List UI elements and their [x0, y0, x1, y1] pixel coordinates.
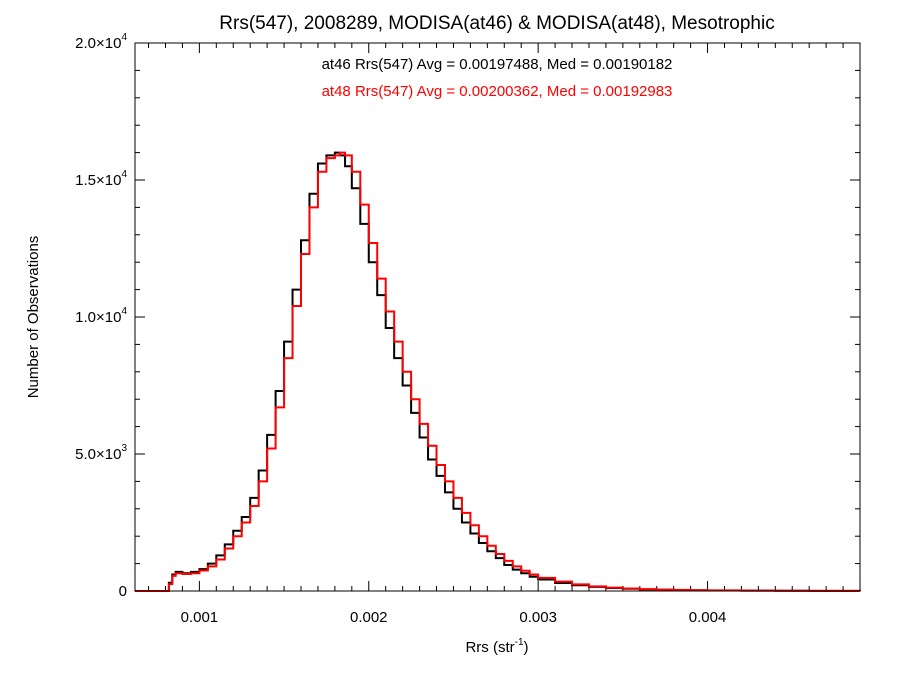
y-tick-label: 0 [119, 583, 127, 600]
series-at48-line [135, 151, 861, 592]
chart-title: Rrs(547), 2008289, MODISA(at46) & MODISA… [219, 13, 774, 34]
y-axis: 0 5.0×103 1.0×104 1.5×104 2.0×104 [75, 32, 860, 600]
x-tick-label: 0.003 [519, 609, 557, 626]
annotation-at46: at46 Rrs(547) Avg = 0.00197488, Med = 0.… [322, 56, 673, 73]
x-tick-label: 0.004 [689, 609, 727, 626]
y-tick-label: 1.0×104 [75, 306, 127, 326]
annotation-at48: at48 Rrs(547) Avg = 0.00200362, Med = 0.… [322, 83, 673, 100]
plot-frame [134, 42, 861, 592]
x-axis: 0.001 0.002 0.003 0.004 [148, 43, 844, 626]
series-at46-line [135, 151, 861, 592]
y-tick-label: 5.0×103 [75, 443, 127, 463]
series-layer [135, 151, 861, 592]
y-axis-label: Number of Observations [25, 236, 42, 399]
x-tick-label: 0.001 [181, 609, 219, 626]
y-tick-label: 1.5×104 [75, 169, 127, 189]
x-axis-label: Rrs (str-1) [465, 637, 528, 656]
x-tick-label: 0.002 [350, 609, 388, 626]
y-tick-label: 2.0×104 [75, 32, 127, 52]
